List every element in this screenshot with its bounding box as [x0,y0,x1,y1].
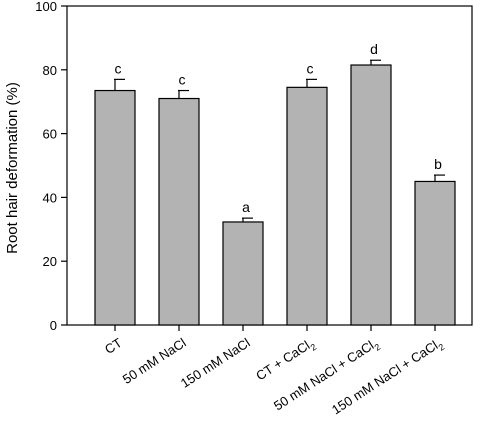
y-axis-label: Root hair deformation (%) [4,82,21,254]
bar [222,221,264,326]
significance-letter: a [242,199,250,215]
error-bars [114,59,445,222]
significance-letter: c [115,60,122,76]
bar [158,97,200,326]
x-tick-label: 150 mM NaCl [178,335,253,391]
significance-letter: c [307,60,314,76]
significance-letter: b [434,156,442,172]
y-axis: 0 20 40 60 80 100 [35,0,67,333]
y-tick-label: 20 [43,254,57,269]
plot-frame [66,5,473,326]
y-tick-label: 60 [43,127,57,142]
x-tick-label: 150 mM NaCl + CaCl2 [329,335,446,420]
y-tick-label: 80 [43,63,57,78]
bar [414,180,456,326]
bars [94,64,456,326]
x-tick-label: CT [102,335,125,357]
plot-border [66,5,473,326]
significance-letter: c [179,72,186,88]
bar [350,64,392,326]
y-tick-label: 100 [35,0,57,14]
x-tick-label: 50 mM NaCl + CaCl2 [271,335,382,416]
bar [286,86,328,326]
y-tick-label: 0 [50,318,57,333]
significance-letter: d [370,41,378,57]
y-tick-label: 40 [43,190,57,205]
significance-letters: c c a c d b [115,41,443,215]
bar [94,89,136,326]
